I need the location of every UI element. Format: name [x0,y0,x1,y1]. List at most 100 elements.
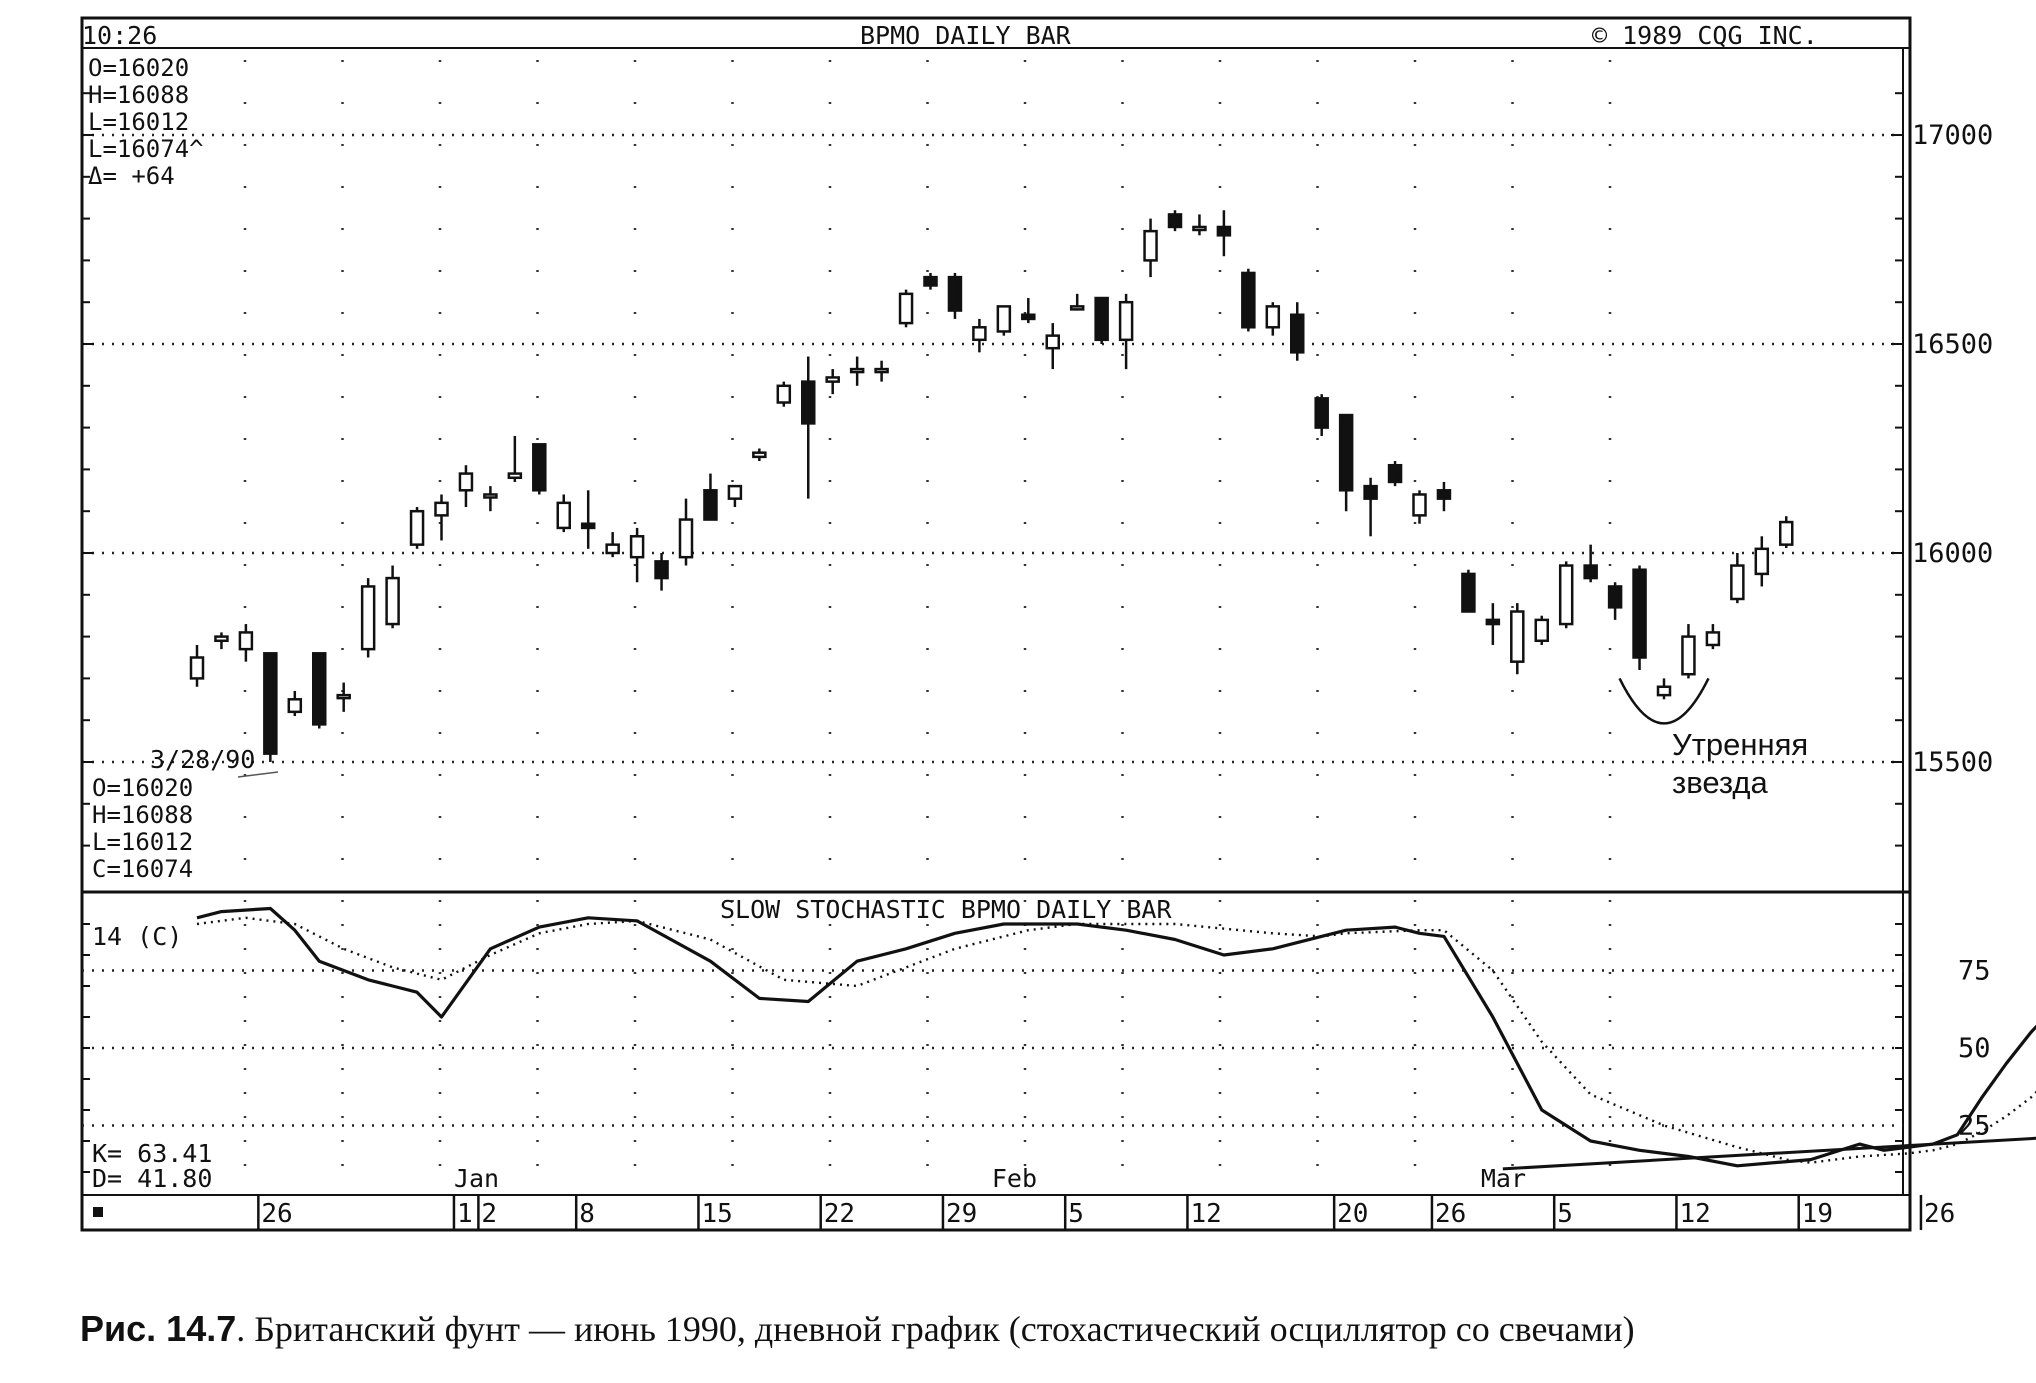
candle [972,318,987,353]
candle [703,473,718,521]
candle-body-black [801,380,816,425]
candle [385,565,400,629]
candle [923,272,938,290]
candle [1363,477,1378,537]
candle [458,465,474,508]
candle [189,644,205,687]
candle [1045,323,1060,370]
candle-body-black [1216,225,1232,237]
candle-body-black [1338,413,1354,492]
candle-body-white [727,484,743,500]
candle-body-white [1192,225,1207,232]
candle [238,624,254,662]
candle-body-white [1779,520,1794,546]
candle-body-white [1534,618,1549,643]
candle [214,632,229,650]
candle [1779,516,1794,548]
month-label: Feb [992,1164,1037,1193]
date-label: 15 [701,1199,732,1229]
candle-body-white [1118,300,1134,342]
candle-body-white [336,693,351,700]
candle [580,490,596,549]
copyright-text: © 1989 CQG INC. [1592,21,1818,50]
candle [1021,298,1036,324]
candle-body-black [1094,296,1109,342]
candle [947,272,963,319]
candle-body-white [776,384,792,404]
candle-body-black [1021,313,1036,321]
candle [336,682,351,712]
candle [1730,553,1745,604]
candle-body-black [1607,585,1623,609]
candle-body-black [1363,484,1378,500]
stochastic-k-value: K= 63.41 [92,1139,212,1168]
stochastic-tick-label: 75 [1958,956,1991,987]
candle [825,369,840,395]
candle [556,494,571,533]
candle-body-white [1754,547,1770,576]
candle-body-black [1583,564,1598,580]
info-open: O=16020 [88,54,189,82]
info-bottom-open: O=16020 [92,774,193,802]
candle [1510,603,1525,675]
candle-body-white [507,472,523,480]
candle [1314,394,1329,436]
candle [776,381,792,407]
candle [1387,461,1403,487]
candle [727,484,743,508]
candle-body-white [996,305,1012,333]
stochastic-period: 14 (C) [92,922,182,951]
candle-body-black [654,560,669,580]
candle-body-white [360,585,376,651]
candle-body-white [238,631,254,651]
candle-body-white [1412,493,1427,517]
info-block-top: O=16020 H=16088 L=16012 L=16074^ Δ= +64 [88,54,204,190]
morning-star-arc [1618,677,1710,725]
candle-body-black [263,652,278,755]
candle [263,652,278,762]
stochastic-k-line [196,906,2036,1168]
date-label: 2 [481,1199,497,1229]
candle [1192,214,1207,236]
date-label: 19 [1802,1199,1833,1229]
candle [1338,413,1354,512]
candle-body-black [1632,568,1647,659]
date-label: 29 [946,1199,977,1229]
stochastic-tick-label: 50 [1958,1033,1991,1064]
candle [507,435,523,482]
candle [1216,210,1232,257]
candle-body-black [1436,489,1452,500]
annotation-line2: звезда [1672,765,1769,800]
price-y-axis: 15500 16000 16500 17000 [82,92,1993,847]
candle-body-white [605,543,620,555]
date-label: 20 [1337,1199,1368,1229]
candle [654,553,669,591]
candle-body-black [1461,572,1476,613]
stochastic-title: SLOW STOCHASTIC BPMO DAILY BAR [720,895,1172,924]
candle-body-white [1681,635,1696,676]
candle [1118,293,1134,370]
candle-body-white [1510,610,1525,663]
info-date: 3/28/90 [150,745,255,774]
candle-body-white [214,635,229,643]
info-bottom-low: L=16012 [92,828,193,856]
info-low: L=16012 [88,108,189,136]
candle-body-white [1265,305,1281,329]
candle-body-black [1485,618,1501,626]
candle-body-white [972,326,987,342]
candle-body-white [1656,685,1672,697]
candle [849,356,865,386]
candle-body-black [1167,213,1183,229]
candle [1290,302,1305,361]
candle [874,360,889,382]
candle [360,578,376,658]
candle [287,690,303,717]
candle [1167,210,1183,232]
scroll-marker [93,1207,103,1217]
candle-body-black [947,275,963,312]
candle-body-white [287,698,303,714]
candle-body-white [1705,631,1721,647]
info-high: H=16088 [88,81,189,109]
candle [1069,293,1085,311]
